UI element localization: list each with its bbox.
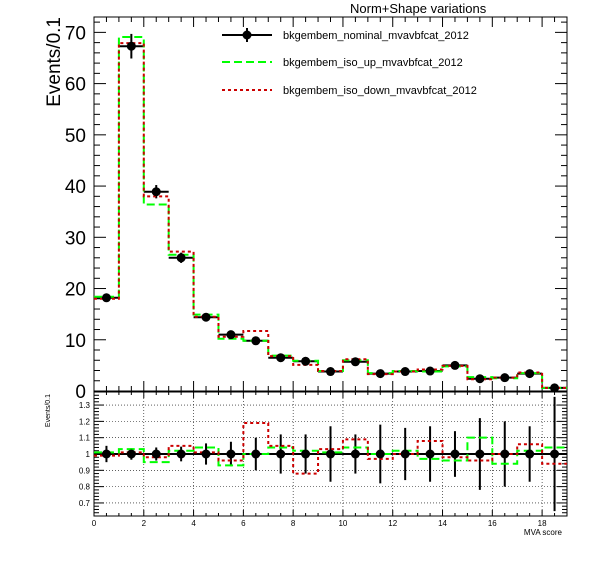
nominal-point [276, 353, 286, 363]
chart-title: Norm+Shape variations [350, 1, 487, 16]
y-tick-label: 60 [65, 75, 86, 96]
legend-nominal-marker [242, 30, 252, 40]
nominal-point [400, 367, 410, 377]
nominal-point [301, 356, 311, 366]
ratio-nominal-point [201, 449, 211, 459]
x-tick-label: 10 [338, 519, 347, 528]
ratio-nominal-point [126, 449, 136, 459]
y-tick-label: 0 [75, 382, 86, 403]
nominal-point [101, 293, 111, 303]
x-tick-label: 6 [241, 519, 246, 528]
ratio-y-tick-label: 1.3 [79, 401, 91, 410]
y-axis-title: Events/0.1 [44, 17, 65, 107]
nominal-point [176, 253, 186, 263]
y-tick-label: 50 [65, 126, 86, 147]
ratio-nominal-point [326, 449, 335, 459]
nominal-point [151, 187, 161, 197]
y-tick-label: 10 [65, 331, 86, 352]
ratio-y-tick-label: 0.7 [79, 499, 91, 508]
ratio-nominal-point [450, 449, 460, 459]
nominal-point [326, 367, 335, 377]
ratio-nominal-point [101, 449, 111, 459]
nominal-point [425, 366, 435, 376]
ratio-nominal-point [375, 449, 385, 459]
nominal-point [201, 312, 211, 322]
ratio-nominal-point [251, 449, 261, 459]
legend-label: bkgembem_iso_up_mvavbfcat_2012 [283, 57, 463, 69]
ratio-nominal-point [550, 449, 560, 459]
ratio-nominal-point [500, 449, 510, 459]
legend-label: bkgembem_nominal_mvavbfcat_2012 [283, 30, 469, 42]
nominal-point [475, 374, 485, 384]
ratio-nominal-point [475, 449, 485, 459]
ratio-nominal-point [301, 449, 311, 459]
ratio-y-tick-label: 1.1 [79, 434, 91, 443]
nominal-point [375, 369, 385, 379]
ratio-nominal-point [226, 449, 236, 459]
x-tick-label: 8 [291, 519, 296, 528]
nominal-point [126, 41, 136, 51]
x-tick-label: 12 [388, 519, 397, 528]
nominal-point [251, 336, 261, 346]
nominal-point [550, 383, 560, 393]
x-tick-label: 4 [191, 519, 196, 528]
y-tick-label: 30 [65, 228, 86, 249]
ratio-y-axis-title: Events/0.1 [45, 394, 52, 427]
nominal-point [450, 360, 460, 370]
ratio-y-tick-label: 1.2 [79, 417, 91, 426]
x-axis-title: MVA score [524, 528, 563, 537]
x-tick-label: 14 [438, 519, 447, 528]
y-tick-label: 70 [65, 23, 86, 44]
nominal-point [350, 357, 360, 367]
ratio-nominal-point [151, 449, 161, 459]
ratio-y-tick-label: 0.9 [79, 466, 91, 475]
nominal-point [226, 330, 236, 340]
ratio-nominal-point [176, 449, 186, 459]
ratio-y-tick-label: 1 [86, 450, 91, 459]
ratio-nominal-point [400, 449, 410, 459]
x-tick-label: 18 [538, 519, 547, 528]
ratio-nominal-point [425, 449, 435, 459]
y-tick-label: 40 [65, 177, 86, 198]
x-tick-label: 16 [488, 519, 497, 528]
x-tick-label: 0 [92, 519, 97, 528]
y-tick-label: 20 [65, 280, 86, 301]
ratio-nominal-point [276, 449, 286, 459]
nominal-point [500, 373, 510, 383]
x-tick-label: 2 [142, 519, 147, 528]
legend-label: bkgembem_iso_down_mvavbfcat_2012 [283, 85, 477, 97]
ratio-y-tick-label: 0.8 [79, 483, 91, 492]
nominal-point [525, 369, 535, 379]
ratio-nominal-point [350, 449, 360, 459]
ratio-nominal-point [525, 449, 535, 459]
ratio-iso-down-histogram [94, 422, 567, 475]
